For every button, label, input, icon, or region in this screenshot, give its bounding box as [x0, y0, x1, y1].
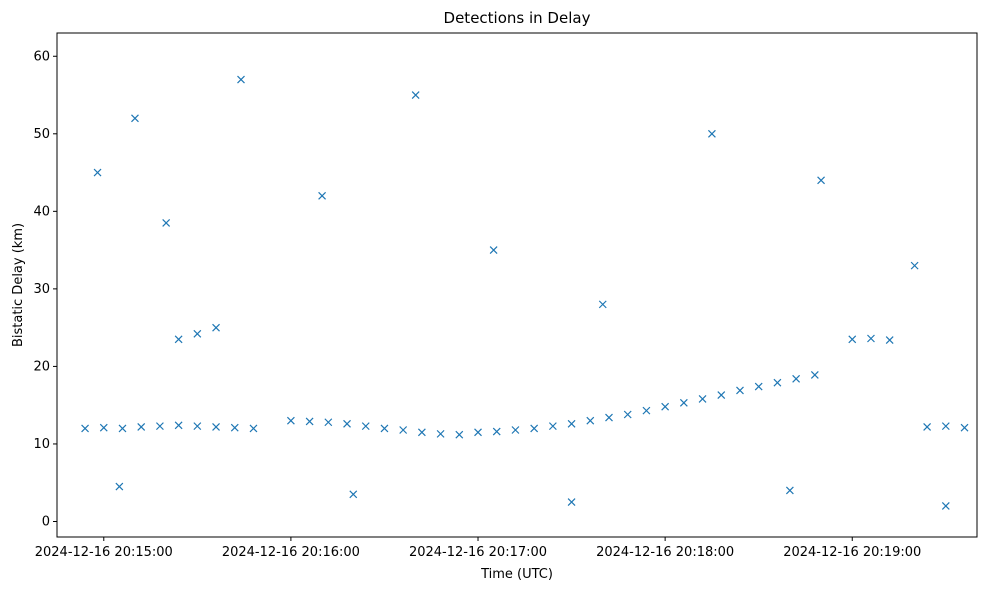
data-point	[212, 323, 220, 332]
data-point	[489, 246, 498, 255]
data-point	[474, 428, 482, 437]
data-point	[417, 428, 426, 437]
data-point	[230, 423, 239, 432]
data-point	[137, 422, 146, 431]
data-point	[193, 422, 202, 431]
data-point	[249, 424, 258, 433]
data-point	[548, 422, 557, 431]
data-point	[754, 382, 763, 391]
data-point	[885, 336, 894, 344]
data-point	[623, 410, 632, 419]
y-tick-label: 50	[33, 127, 50, 142]
data-point	[318, 191, 327, 200]
data-point	[411, 91, 420, 99]
data-point	[174, 335, 183, 344]
data-point	[642, 406, 651, 415]
data-point	[848, 335, 857, 344]
data-point	[155, 422, 164, 431]
y-tick-label: 30	[33, 282, 50, 297]
data-point	[867, 334, 875, 343]
data-point	[93, 168, 102, 177]
data-point	[773, 378, 782, 387]
data-point	[661, 402, 670, 411]
data-point	[305, 417, 314, 426]
y-axis-label: Bistatic Delay (km)	[11, 223, 26, 347]
data-point	[941, 422, 950, 431]
data-point	[286, 416, 295, 425]
data-point	[349, 490, 358, 499]
y-tick-label: 20	[33, 359, 50, 374]
data-point	[586, 416, 595, 425]
x-axis-label: Time (UTC)	[480, 567, 553, 582]
data-point	[792, 374, 801, 383]
x-tick-label: 2024-12-16 20:18:00	[596, 545, 734, 560]
plot-frame	[56, 32, 978, 538]
data-point	[399, 426, 408, 434]
data-point	[567, 498, 576, 507]
data-point	[605, 413, 613, 422]
data-point	[511, 426, 520, 434]
data-point	[193, 329, 202, 338]
data-point	[598, 300, 607, 309]
data-point	[380, 424, 389, 433]
data-point	[941, 502, 950, 510]
data-point	[530, 424, 539, 433]
data-point	[118, 424, 127, 433]
data-point	[343, 419, 351, 428]
data-point	[707, 129, 716, 138]
x-tick-label: 2024-12-16 20:17:00	[409, 545, 547, 560]
data-point	[910, 261, 919, 270]
data-point	[567, 419, 576, 428]
data-point	[324, 418, 333, 427]
data-point	[923, 422, 932, 431]
data-point	[698, 395, 707, 403]
data-point	[679, 398, 688, 407]
x-tick-label: 2024-12-16 20:19:00	[783, 545, 921, 560]
y-tick-label: 10	[33, 437, 50, 452]
data-point	[455, 430, 464, 439]
data-point	[436, 429, 445, 438]
x-axis: 2024-12-16 20:15:00 2024-12-16 20:16:00 20…	[35, 537, 921, 560]
data-point	[717, 391, 726, 400]
x-tick-label: 2024-12-16 20:16:00	[222, 545, 360, 560]
data-point	[810, 371, 819, 379]
data-point	[115, 482, 124, 491]
data-point	[131, 114, 139, 123]
x-tick-label: 2024-12-16 20:15:00	[35, 545, 173, 560]
data-point	[785, 486, 794, 495]
y-tick-label: 40	[33, 204, 50, 219]
data-point	[492, 427, 501, 436]
data-point	[162, 219, 171, 227]
data-point	[212, 422, 220, 431]
data-point	[99, 423, 108, 432]
data-point	[361, 422, 370, 431]
data-point	[174, 421, 183, 430]
data-point	[960, 423, 969, 432]
y-tick-label: 0	[42, 514, 50, 529]
scatter-points	[81, 75, 969, 510]
y-axis: 0 10 20 30 40 50 60	[33, 49, 57, 529]
data-point	[237, 75, 245, 84]
data-point	[81, 424, 89, 433]
data-point	[736, 386, 744, 395]
chart-title: Detections in Delay	[444, 9, 591, 27]
data-point	[817, 176, 825, 185]
y-tick-label: 60	[33, 49, 50, 64]
